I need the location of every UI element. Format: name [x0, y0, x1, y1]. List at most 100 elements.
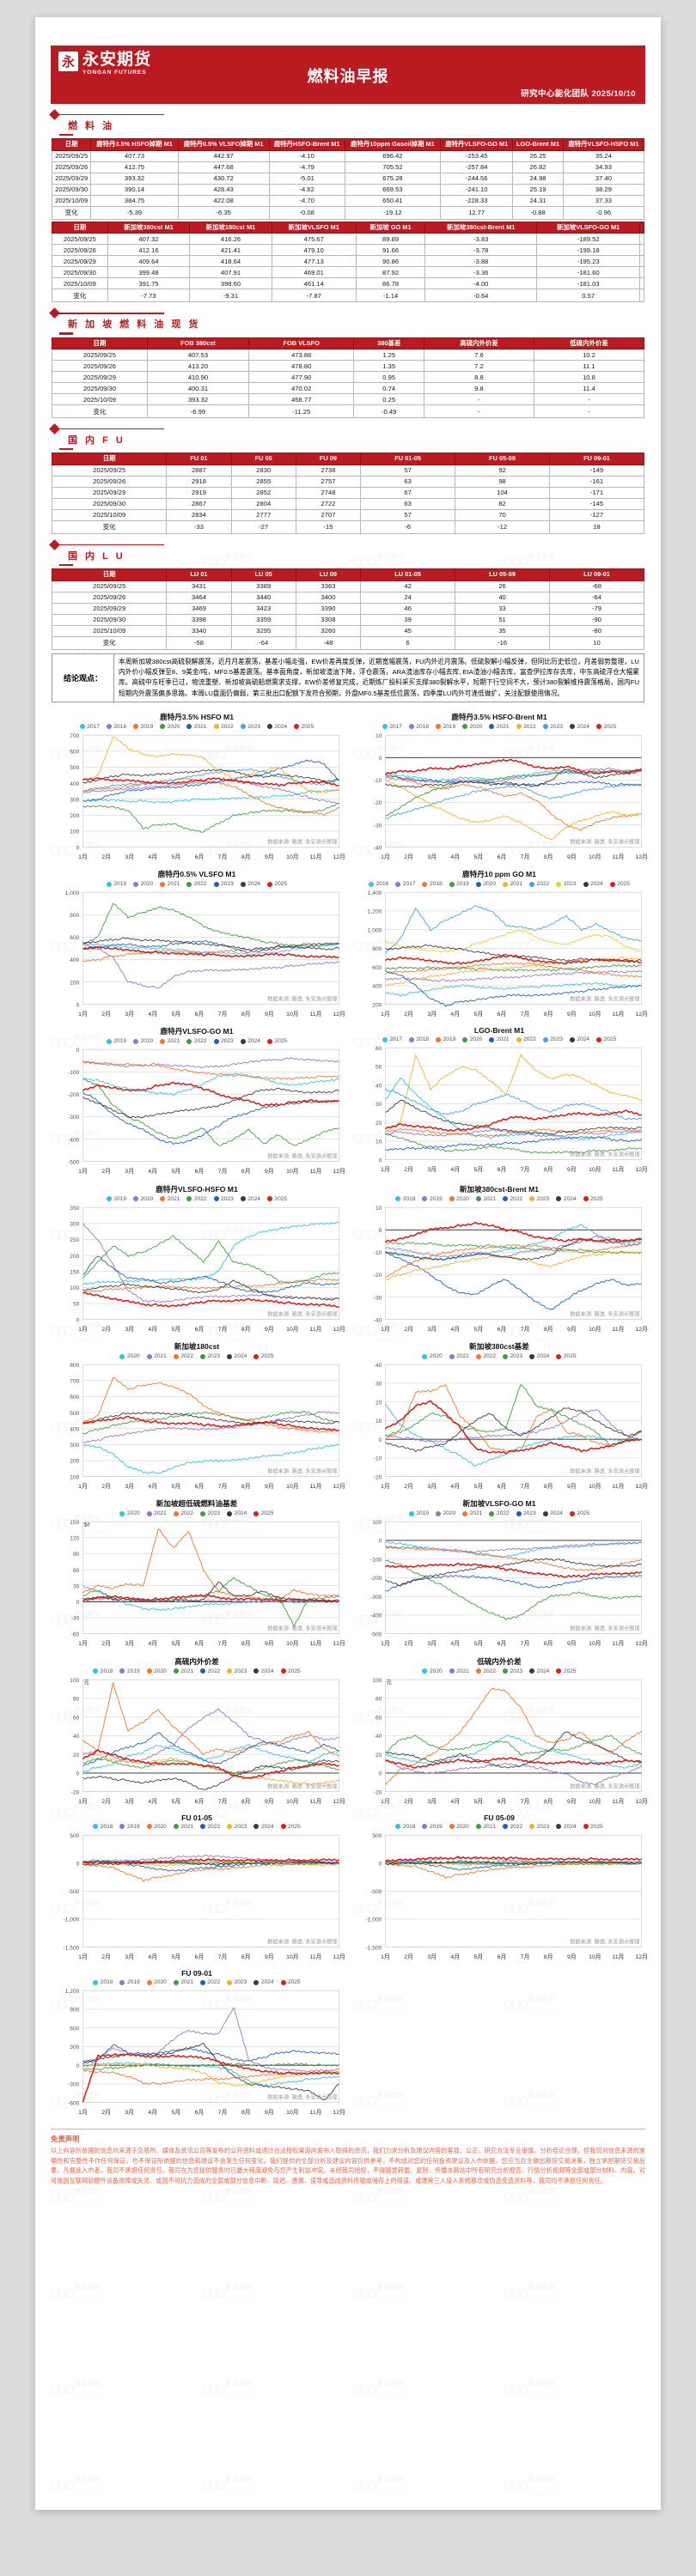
table-header-cell: FU 09-01 [549, 453, 644, 465]
table-cell: 2025/09/30 [51, 497, 168, 510]
chart-svg: 100 0 -100 -200 -300 -400 -500 数据来源: 路透, 永安源点整理… [370, 1520, 648, 1647]
table-cell: 11.1 [533, 360, 645, 373]
svg-text:11月: 11月 [613, 1640, 625, 1647]
svg-text:100: 100 [372, 1520, 382, 1526]
svg-text:9月: 9月 [567, 1011, 577, 1018]
chart-legend: 2017 2018 2019 2020 2021 2022 2023 2024 2025 [348, 1036, 650, 1042]
chart-cell-sg-180cst: 新加坡180cst 2020 2021 2022 2023 2024 2025 100 200 3… [46, 1335, 348, 1492]
legend-item: 2024 [542, 1510, 563, 1516]
svg-text:3月: 3月 [427, 854, 437, 860]
chart-plot: 500 0 -500 -1,000 -1,500 数据来源: 路透, 永安源点整理 1月 2月… [46, 1830, 348, 1963]
svg-text:12月: 12月 [333, 854, 345, 860]
section-title-domestic-fu: 国 内 F U [68, 435, 125, 447]
chart-row: 鹿特丹VLSFO-HSFO M1 2019 2020 2021 2022 2023 2024… [46, 1178, 650, 1335]
svg-text:-1,500: -1,500 [64, 1945, 80, 1951]
legend-item: 2024 [556, 1196, 577, 1202]
chart-cell-sg-vlsfo-go-m1: 新加坡VLSFO-GO M1 2019 2020 2021 2022 2023 2024 20… [348, 1492, 650, 1649]
svg-text:3月: 3月 [427, 1953, 437, 1960]
table-cell: 89.89 [355, 233, 426, 246]
chart-svg: 500 0 -500 -1,000 -1,500 数据来源: 路透, 永安源点整理 1月 2月… [64, 1833, 345, 1960]
svg-text:8月: 8月 [241, 1798, 251, 1805]
table-cell: 2855 [230, 475, 296, 488]
svg-text:100: 100 [70, 829, 79, 835]
table-cell: 407.32 [107, 233, 191, 246]
svg-text:8月: 8月 [241, 2109, 251, 2116]
svg-text:5月: 5月 [172, 1640, 181, 1647]
legend-item: 2019 [106, 881, 126, 887]
svg-text:3月: 3月 [125, 1169, 134, 1176]
table-cell: -244.56 [440, 172, 514, 185]
svg-text:9月: 9月 [265, 1483, 274, 1490]
table-change-row: 变化 -33 -27 -15 -6 -12 18 [51, 519, 644, 534]
svg-text:1月: 1月 [381, 1326, 390, 1333]
change-cell: -6.99 [146, 404, 249, 419]
svg-text:500: 500 [70, 1833, 79, 1839]
table-cell: 82 [455, 497, 551, 510]
svg-text:10月: 10月 [589, 1011, 601, 1018]
table-cell: -64 [549, 591, 644, 604]
table-header-cell: FU 01-05 [360, 453, 456, 465]
chart-legend: 2018 2019 2020 2021 2022 2023 2024 2025 [348, 1196, 650, 1202]
chart-series-2019 [82, 943, 339, 956]
svg-text:-1,000: -1,000 [366, 1917, 382, 1923]
chart-series-2021 [82, 1278, 339, 1293]
svg-text:150: 150 [70, 1520, 79, 1526]
svg-text:4月: 4月 [450, 1483, 460, 1490]
svg-text:数据来源: 路透, 永安源点整理: 数据来源: 路透, 永安源点整理 [267, 1625, 337, 1632]
svg-text:7月: 7月 [218, 1953, 228, 1960]
section-rule [51, 110, 661, 118]
svg-text:0: 0 [379, 1228, 382, 1234]
legend-item: 2022 [503, 1824, 522, 1830]
chart-cell-fu-01-05: FU 01-05 2018 2019 2020 2021 2022 2023 2024 2025… [46, 1807, 348, 1963]
svg-text:1月: 1月 [381, 1953, 390, 1960]
svg-text:6月: 6月 [498, 1798, 507, 1805]
svg-text:1,200: 1,200 [368, 909, 382, 915]
svg-text:100: 100 [70, 1285, 79, 1291]
svg-text:4月: 4月 [450, 1167, 460, 1174]
legend-item: 2020 [133, 881, 153, 887]
svg-text:12月: 12月 [635, 1167, 647, 1174]
svg-text:数据来源: 路透, 永安源点整理: 数据来源: 路透, 永安源点整理 [570, 1783, 639, 1789]
svg-text:1月: 1月 [78, 1011, 88, 1018]
svg-text:600: 600 [70, 1394, 79, 1400]
svg-text:120: 120 [70, 1536, 79, 1542]
table-row: 2025/10/09 393.32 458.77 0.25- - [52, 393, 645, 406]
table-cell: 3398 [166, 613, 232, 626]
table-header-cell: 新加坡180cst M1 [189, 221, 272, 234]
change-cell: -0.49 [353, 404, 424, 419]
chart-series-2024 [385, 1407, 642, 1453]
chart-svg: 10 0 -10 -20 -30 -40 数据来源: 路透, 永安源点整理 1月 2月 3月 4月 5… [374, 733, 648, 860]
legend-item: 2025 [280, 1824, 301, 1830]
legend-item: 2020 [449, 1196, 469, 1202]
svg-text:1月: 1月 [78, 1169, 88, 1176]
svg-text:1,000: 1,000 [65, 890, 80, 896]
svg-text:1,000: 1,000 [368, 928, 382, 934]
svg-text:数据来源: 路透, 永安源点整理: 数据来源: 路透, 永安源点整理 [267, 1938, 337, 1945]
svg-text:7月: 7月 [218, 1169, 228, 1176]
svg-text:2月: 2月 [404, 1483, 413, 1490]
svg-text:2月: 2月 [404, 1640, 413, 1647]
svg-text:7月: 7月 [218, 1011, 228, 1018]
chart-legend: 2017 2018 2019 2020 2021 2022 2023 2024 2025 [348, 724, 650, 730]
table-cell: 35.24 [562, 149, 645, 162]
table-cell: 3469 [166, 602, 232, 615]
svg-text:12月: 12月 [635, 1326, 647, 1333]
table-cell: 2867 [166, 497, 232, 510]
legend-item: 2023 [200, 1510, 220, 1516]
svg-text:数据来源: 路透, 永安源点整理: 数据来源: 路透, 永安源点整理 [267, 1468, 337, 1475]
chart-row: 高硫内外价差 2018 2019 2020 2021 2022 2023 2024 2025 -2… [46, 1650, 650, 1807]
table-cell: 104 [455, 486, 551, 499]
table-cell: -161 [549, 475, 644, 488]
table-cell: 473.88 [247, 349, 355, 361]
legend-item: 2023 [213, 1038, 234, 1044]
svg-text:8月: 8月 [241, 854, 251, 860]
chart-series-2021 [82, 2063, 339, 2071]
svg-text:10月: 10月 [589, 1953, 601, 1960]
chart-cell-rtd-hsfo-brent-m1: 鹿特丹3.5% HSFO-Brent M1 2017 2018 2019 2020 202… [348, 706, 650, 863]
chart-legend: 2020 2021 2022 2023 2024 2025 [348, 1668, 650, 1674]
svg-text:数据来源: 路透, 永安源点整理: 数据来源: 路透, 永安源点整理 [570, 1151, 639, 1158]
legend-item: 2019 [119, 1824, 140, 1830]
change-cell: -15 [295, 519, 362, 534]
svg-text:7月: 7月 [218, 2109, 228, 2116]
svg-text:5月: 5月 [172, 1169, 181, 1176]
